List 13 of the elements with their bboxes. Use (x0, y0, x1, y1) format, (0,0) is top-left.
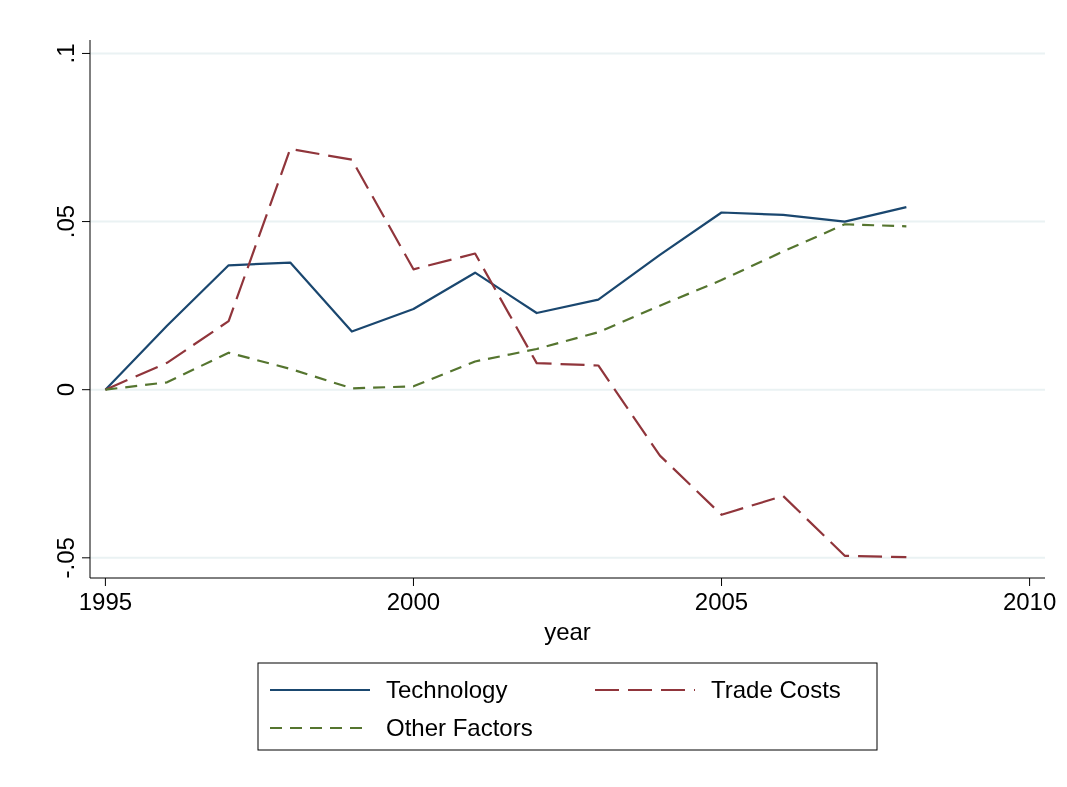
y-tick-label: 0 (52, 383, 79, 397)
line-series (104, 147, 908, 559)
legend-label: Trade Costs (711, 676, 841, 703)
y-tick-label: -.05 (52, 537, 79, 579)
y-tick-label: .1 (52, 43, 79, 64)
legend-label: Technology (386, 676, 508, 703)
x-axis-title: year (544, 618, 591, 645)
y-tick-label: .05 (52, 204, 79, 239)
x-tick-label: 1995 (78, 588, 133, 615)
legend-label: Other Factors (386, 714, 533, 741)
x-tick-label: 2010 (1002, 588, 1057, 615)
x-tick-label: 2005 (694, 588, 749, 615)
x-tick-label: 2000 (386, 588, 441, 615)
